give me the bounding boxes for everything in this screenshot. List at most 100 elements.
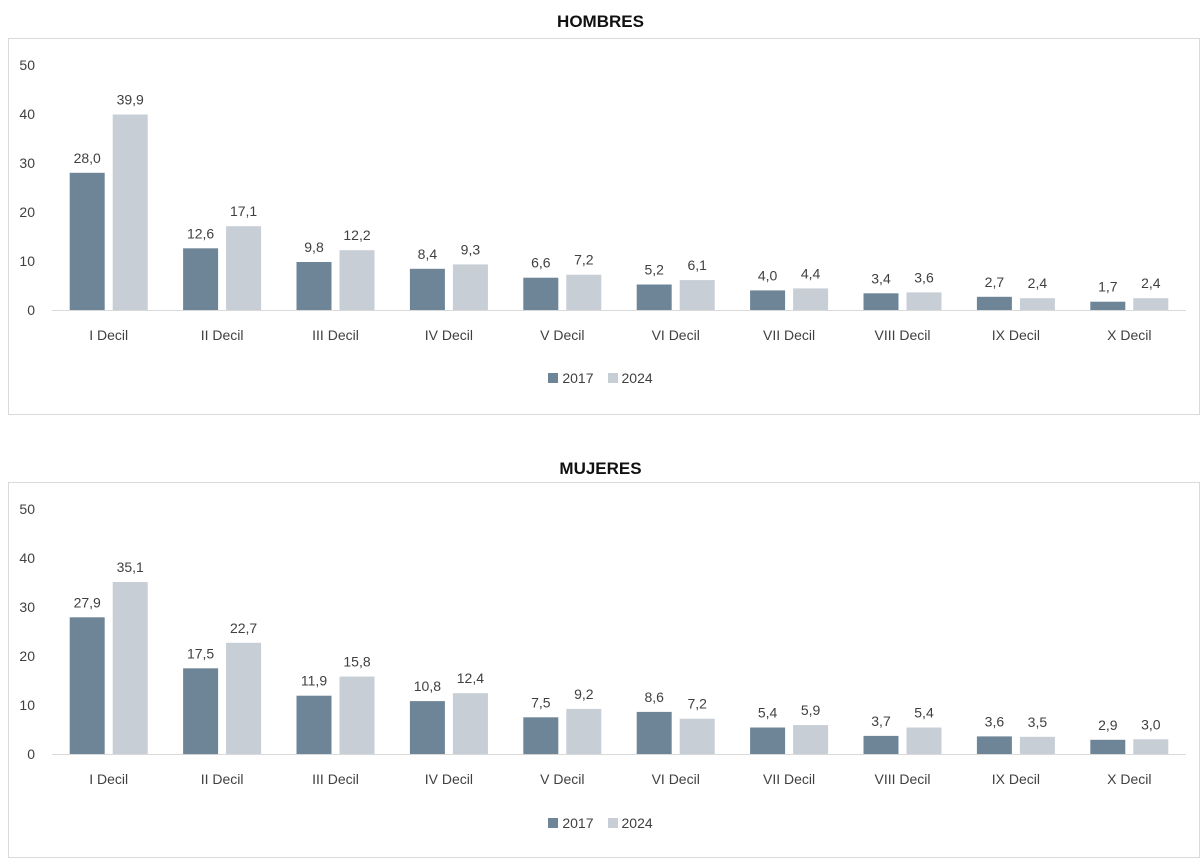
data-label: 12,6 bbox=[187, 225, 214, 241]
bar-2024 bbox=[339, 676, 375, 754]
bar-2024 bbox=[1019, 298, 1055, 310]
y-tick-label: 30 bbox=[19, 155, 35, 171]
x-tick-label: I Decil bbox=[89, 771, 128, 787]
data-label: 22,7 bbox=[230, 620, 257, 636]
bar-2017 bbox=[976, 736, 1012, 754]
data-label: 5,2 bbox=[644, 262, 664, 278]
x-tick-label: VI Decil bbox=[652, 771, 700, 787]
data-label: 6,1 bbox=[687, 257, 707, 273]
chart-frame bbox=[8, 38, 1200, 415]
data-label: 9,8 bbox=[304, 239, 324, 255]
bar-2017 bbox=[750, 290, 786, 310]
data-label: 12,4 bbox=[457, 670, 484, 686]
y-tick-label: 50 bbox=[19, 501, 35, 517]
legend-item-2024: 2024 bbox=[607, 370, 653, 386]
bar-2017 bbox=[636, 711, 672, 754]
legend-swatch-2017 bbox=[548, 373, 559, 383]
bar-2024 bbox=[1019, 736, 1055, 754]
data-label: 3,5 bbox=[1028, 714, 1048, 730]
bar-2024 bbox=[452, 264, 488, 310]
data-label: 7,2 bbox=[574, 252, 594, 268]
data-label: 2,9 bbox=[1098, 717, 1118, 733]
chart-title: HOMBRES bbox=[557, 12, 644, 31]
bar-2024 bbox=[793, 725, 829, 754]
bar-2017 bbox=[296, 262, 332, 310]
data-label: 2,4 bbox=[1028, 275, 1048, 291]
x-tick-label: X Decil bbox=[1107, 771, 1151, 787]
data-label: 5,4 bbox=[914, 705, 934, 721]
y-tick-label: 50 bbox=[19, 57, 35, 73]
data-label: 9,3 bbox=[461, 241, 481, 257]
x-tick-label: VII Decil bbox=[763, 771, 815, 787]
data-label: 4,0 bbox=[758, 267, 778, 283]
data-label: 3,7 bbox=[871, 713, 891, 729]
chart-title: MUJERES bbox=[559, 459, 642, 478]
bar-2024 bbox=[679, 280, 715, 310]
x-tick-label: I Decil bbox=[89, 327, 128, 343]
x-tick-label: IV Decil bbox=[425, 327, 473, 343]
data-label: 4,4 bbox=[801, 265, 821, 281]
legend-item-2017: 2017 bbox=[548, 815, 594, 831]
bar-2017 bbox=[750, 727, 786, 754]
data-label: 15,8 bbox=[343, 654, 370, 670]
data-label: 3,6 bbox=[914, 269, 934, 285]
y-tick-label: 30 bbox=[19, 599, 35, 615]
bar-2017 bbox=[976, 296, 1012, 310]
chart-legend: 2017 2024 bbox=[0, 370, 1201, 386]
legend-item-2017: 2017 bbox=[548, 370, 594, 386]
bar-2024 bbox=[793, 288, 829, 310]
x-tick-label: VIII Decil bbox=[874, 771, 930, 787]
bar-2017 bbox=[409, 701, 445, 754]
x-tick-label: II Decil bbox=[201, 771, 244, 787]
y-tick-label: 20 bbox=[19, 204, 35, 220]
bar-2024 bbox=[679, 718, 715, 754]
bar-2024 bbox=[566, 708, 602, 754]
bar-2017 bbox=[863, 293, 899, 310]
data-label: 17,5 bbox=[187, 645, 214, 661]
x-tick-label: IX Decil bbox=[992, 771, 1040, 787]
bar-2024 bbox=[339, 250, 375, 310]
x-tick-label: IX Decil bbox=[992, 327, 1040, 343]
bar-2017 bbox=[183, 248, 219, 310]
bar-2017 bbox=[409, 268, 445, 310]
data-label: 7,5 bbox=[531, 694, 551, 710]
bar-2024 bbox=[906, 292, 942, 310]
bar-2024 bbox=[452, 693, 488, 754]
legend-label: 2024 bbox=[621, 370, 653, 386]
y-tick-label: 40 bbox=[19, 550, 35, 566]
legend-label: 2017 bbox=[562, 370, 594, 386]
data-label: 6,6 bbox=[531, 255, 551, 271]
data-label: 5,4 bbox=[758, 705, 778, 721]
data-label: 27,9 bbox=[74, 594, 101, 610]
x-tick-label: X Decil bbox=[1107, 327, 1151, 343]
bar-2024 bbox=[112, 114, 148, 310]
data-label: 7,2 bbox=[687, 696, 707, 712]
data-label: 2,4 bbox=[1141, 275, 1161, 291]
bar-2024 bbox=[226, 226, 262, 310]
x-tick-label: II Decil bbox=[201, 327, 244, 343]
legend-swatch-2024 bbox=[607, 373, 618, 383]
data-label: 8,4 bbox=[418, 246, 438, 262]
bar-2017 bbox=[1090, 301, 1126, 310]
bar-2024 bbox=[566, 274, 602, 310]
y-tick-label: 10 bbox=[19, 697, 35, 713]
legend-label: 2017 bbox=[562, 815, 594, 831]
bar-2017 bbox=[69, 617, 105, 754]
data-label: 3,4 bbox=[871, 270, 891, 286]
bar-2017 bbox=[523, 277, 559, 310]
chart-legend: 2017 2024 bbox=[0, 815, 1201, 831]
x-tick-label: IV Decil bbox=[425, 771, 473, 787]
legend-swatch-2024 bbox=[607, 818, 618, 828]
data-label: 12,2 bbox=[343, 227, 370, 243]
y-tick-label: 20 bbox=[19, 648, 35, 664]
data-label: 3,6 bbox=[985, 713, 1005, 729]
y-tick-label: 0 bbox=[27, 746, 35, 762]
x-tick-label: VIII Decil bbox=[874, 327, 930, 343]
bar-2024 bbox=[906, 727, 942, 754]
x-tick-label: III Decil bbox=[312, 771, 359, 787]
y-tick-label: 40 bbox=[19, 106, 35, 122]
data-label: 9,2 bbox=[574, 686, 594, 702]
data-label: 17,1 bbox=[230, 203, 257, 219]
data-label: 35,1 bbox=[117, 559, 144, 575]
bar-2017 bbox=[636, 284, 672, 310]
